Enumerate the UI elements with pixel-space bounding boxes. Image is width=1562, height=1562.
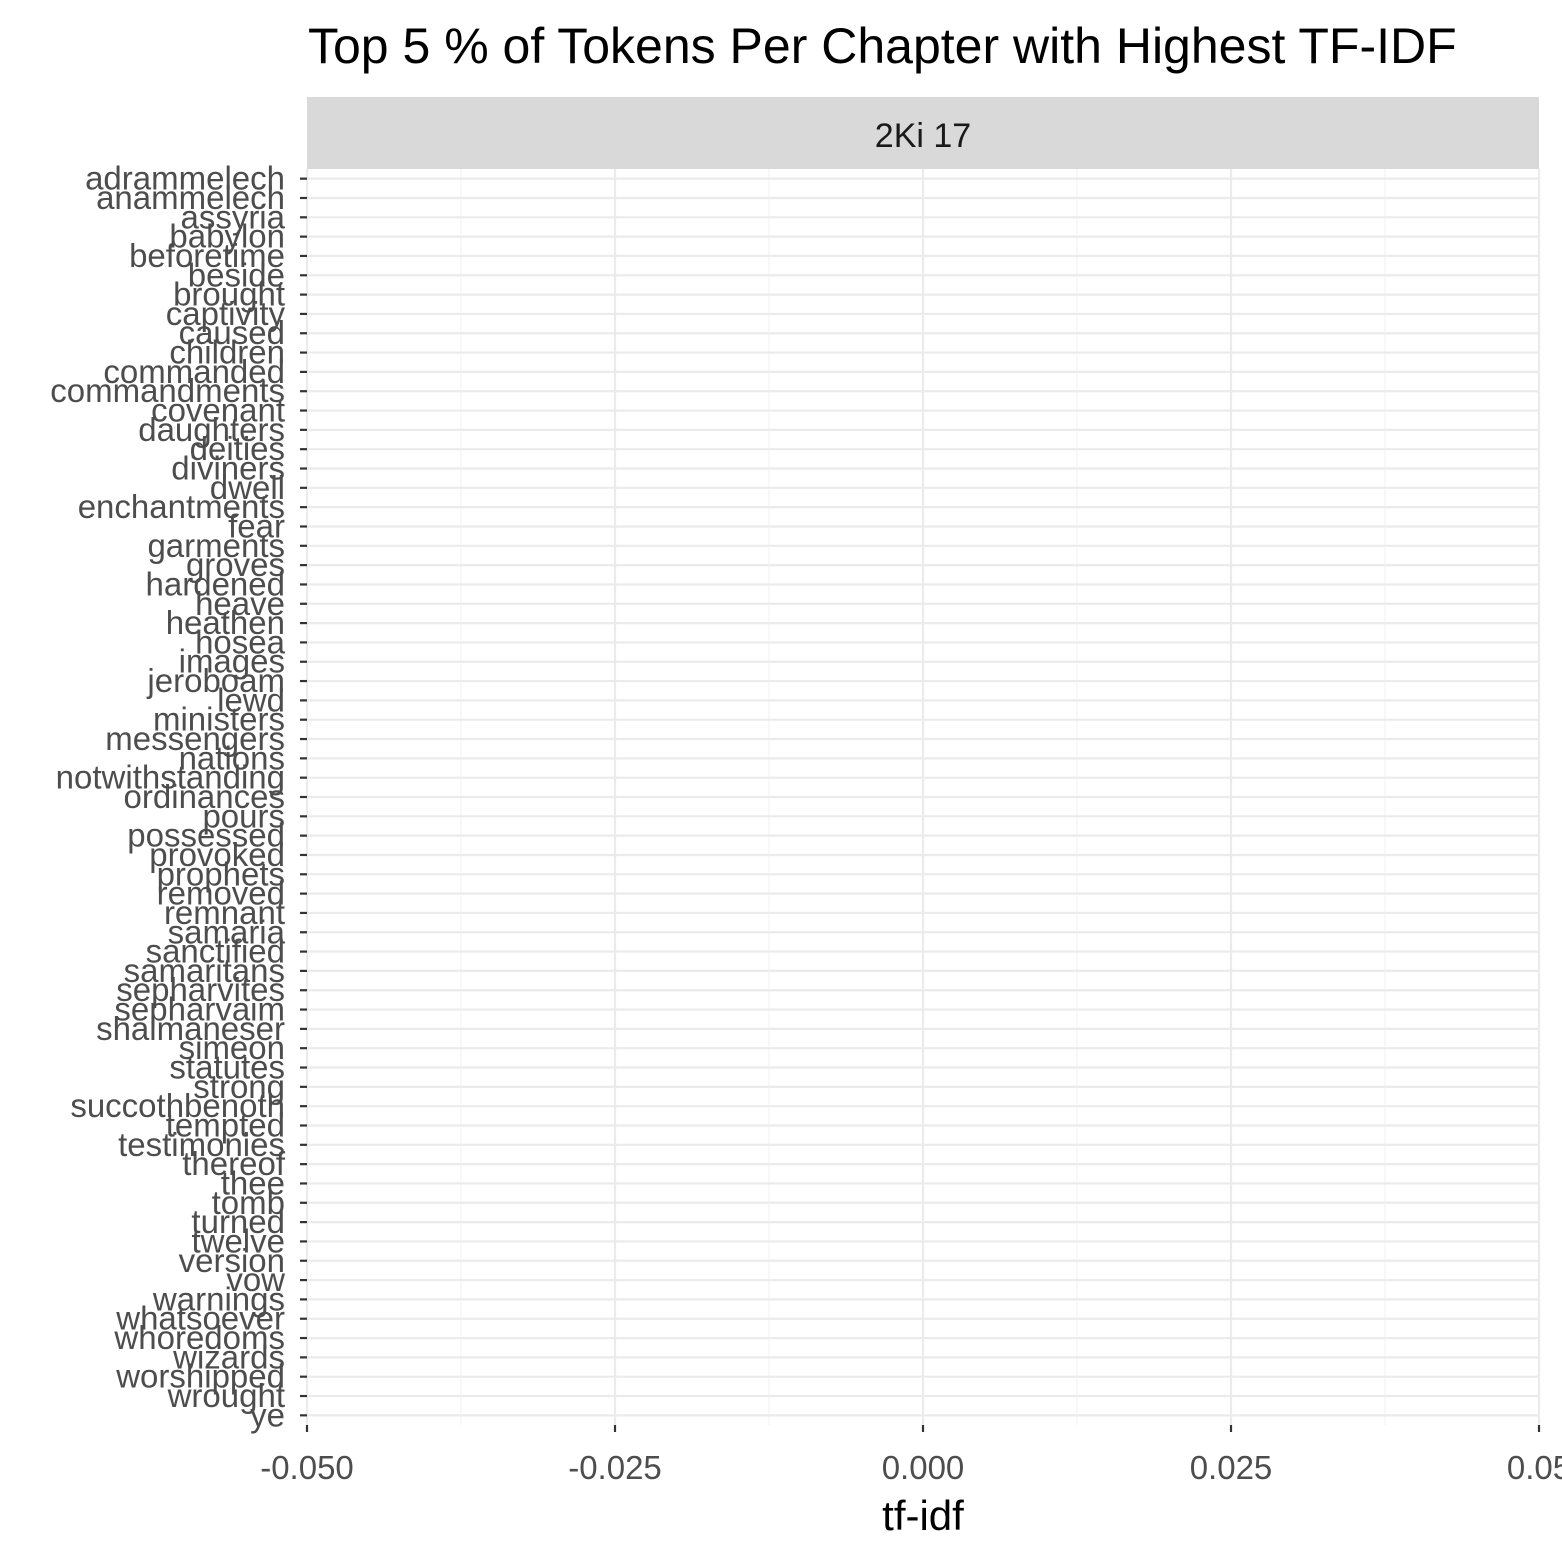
- y-tick-label: wrought: [167, 1377, 285, 1414]
- y-tick-label: enchantments: [78, 488, 285, 525]
- y-tick-label: sepharvaim: [114, 991, 285, 1028]
- y-tick-label: daughters: [138, 411, 285, 448]
- y-tick-label: jeroboam: [146, 662, 285, 699]
- x-tick-label: 0.05: [1507, 1449, 1562, 1486]
- y-tick-label: commanded: [103, 353, 285, 390]
- y-tick-label: groves: [186, 546, 285, 583]
- y-tick-label: caused: [179, 314, 285, 351]
- y-tick-label: beside: [188, 256, 285, 293]
- y-tick-label: samaria: [168, 913, 286, 950]
- y-tick-label: ordinances: [124, 778, 285, 815]
- y-tick-label: turned: [191, 1203, 285, 1240]
- y-axis: yewroughtworshippedwizardswhoredomswhats…: [50, 160, 307, 1433]
- y-tick-label: children: [169, 334, 285, 371]
- y-tick-label: hosea: [195, 623, 286, 660]
- y-tick-label: assyria: [180, 198, 285, 235]
- y-tick-label: ye: [250, 1396, 285, 1433]
- y-tick-label: remnant: [164, 894, 285, 931]
- y-tick-label: testimonies: [118, 1126, 285, 1163]
- y-tick-label: strong: [193, 1068, 285, 1105]
- y-tick-label: tempted: [166, 1106, 285, 1143]
- y-tick-label: hardened: [146, 565, 285, 602]
- x-tick-label: -0.025: [568, 1449, 662, 1486]
- y-tick-label: babylon: [169, 218, 285, 255]
- y-tick-label: beforetime: [129, 237, 285, 274]
- y-tick-label: deities: [190, 430, 285, 467]
- facet-strip-label: 2Ki 17: [875, 117, 971, 155]
- y-tick-label: whatsoever: [115, 1300, 285, 1337]
- y-tick-label: succothbenoth: [70, 1087, 285, 1124]
- y-tick-label: removed: [157, 875, 285, 912]
- y-tick-label: garments: [147, 527, 285, 564]
- x-axis-title: tf-idf: [882, 1492, 964, 1539]
- x-tick-label: -0.050: [260, 1449, 354, 1486]
- x-tick-label: 0.000: [882, 1449, 965, 1486]
- y-tick-label: ministers: [153, 701, 285, 738]
- y-tick-label: shalmaneser: [96, 1010, 285, 1047]
- y-tick-label: prophets: [157, 855, 285, 892]
- y-tick-label: diviners: [171, 450, 285, 487]
- y-tick-label: tomb: [212, 1184, 285, 1221]
- y-tick-label: heathen: [166, 604, 285, 641]
- y-tick-label: sepharvites: [116, 971, 285, 1008]
- y-tick-label: thee: [221, 1164, 285, 1201]
- x-tick-label: 0.025: [1190, 1449, 1273, 1486]
- y-tick-label: adrammelech: [85, 160, 285, 197]
- grid-lines: [305, 169, 1541, 1425]
- y-tick-label: vow: [226, 1261, 285, 1298]
- y-tick-label: heave: [195, 585, 285, 622]
- y-tick-label: captivity: [166, 295, 286, 332]
- y-tick-label: fear: [228, 507, 285, 544]
- y-tick-label: samaritans: [124, 952, 285, 989]
- y-tick-label: wizards: [172, 1338, 285, 1375]
- y-tick-label: sanctified: [146, 933, 285, 970]
- y-tick-label: whoredoms: [113, 1319, 285, 1356]
- y-tick-label: images: [179, 643, 285, 680]
- y-tick-label: warnings: [152, 1280, 285, 1317]
- y-tick-label: twelve: [191, 1222, 285, 1259]
- y-tick-label: simeon: [179, 1029, 285, 1066]
- y-tick-label: pours: [202, 797, 285, 834]
- y-tick-label: notwithstanding: [56, 759, 285, 796]
- facet-strip: [307, 97, 1539, 169]
- x-axis: -0.050 -0.025 0.000 0.025 0.05: [260, 1425, 1562, 1486]
- y-tick-label: anammelech: [96, 179, 285, 216]
- y-tick-label: brought: [173, 276, 285, 313]
- y-tick-label: lewd: [217, 681, 285, 718]
- y-tick-label: version: [179, 1242, 285, 1279]
- y-tick-label: nations: [179, 739, 285, 776]
- chart-title: Top 5 % of Tokens Per Chapter with Highe…: [308, 18, 1457, 74]
- y-tick-label: dwell: [210, 469, 285, 506]
- y-tick-label: statutes: [169, 1049, 285, 1086]
- y-tick-label: thereof: [182, 1145, 286, 1182]
- y-tick-label: commandments: [50, 372, 285, 409]
- y-tick-label: covenant: [151, 392, 285, 429]
- y-tick-label: worshipped: [115, 1358, 285, 1395]
- y-tick-label: messengers: [105, 720, 285, 757]
- y-tick-label: provoked: [149, 836, 285, 873]
- y-tick-label: possessed: [127, 817, 285, 854]
